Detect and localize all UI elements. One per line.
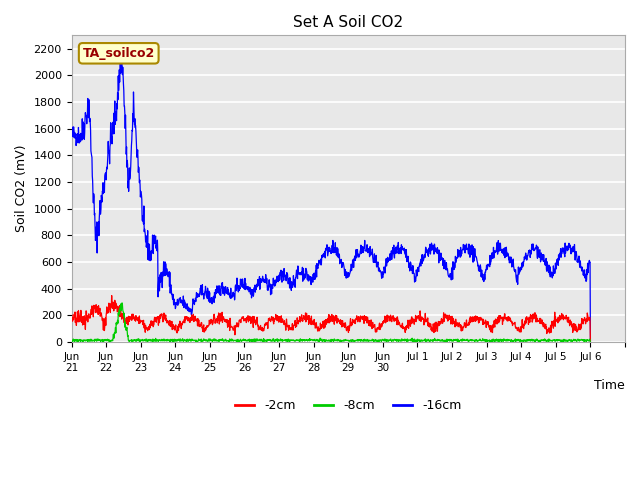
X-axis label: Time: Time: [595, 379, 625, 392]
Text: TA_soilco2: TA_soilco2: [83, 47, 155, 60]
Title: Set A Soil CO2: Set A Soil CO2: [293, 15, 403, 30]
Legend: -2cm, -8cm, -16cm: -2cm, -8cm, -16cm: [230, 394, 467, 417]
Y-axis label: Soil CO2 (mV): Soil CO2 (mV): [15, 145, 28, 232]
